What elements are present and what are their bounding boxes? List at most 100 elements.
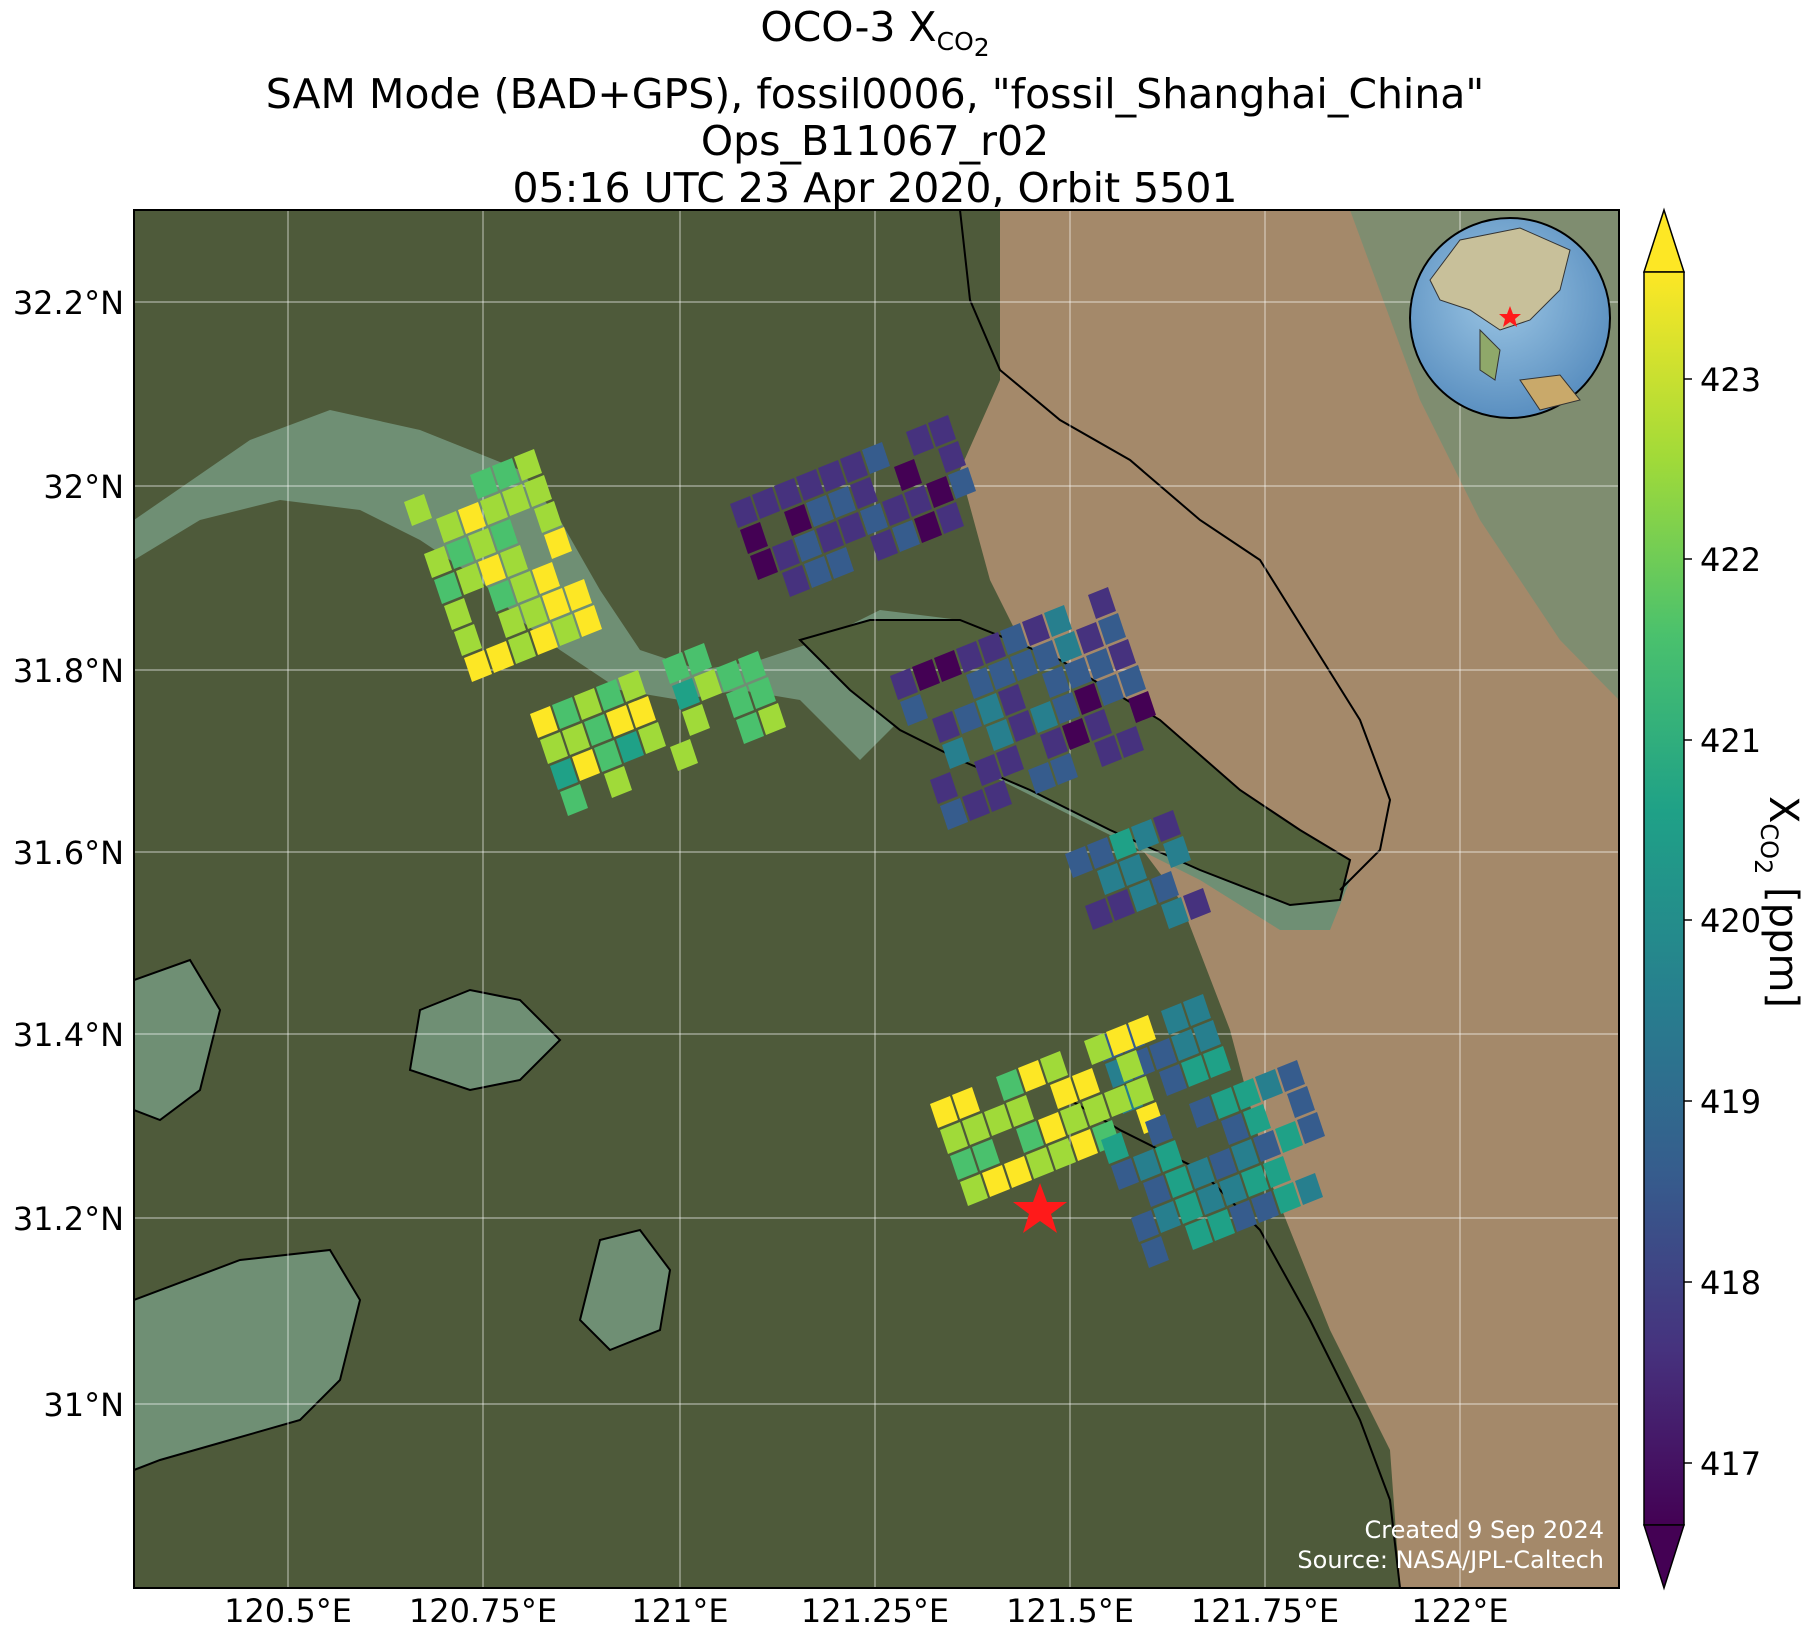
- xco2-footprint: [736, 712, 764, 744]
- xco2-footprint: [1263, 1156, 1291, 1188]
- xco2-footprint: [796, 469, 824, 501]
- xco2-footprint: [1233, 1078, 1261, 1110]
- xco2-footprint: [436, 511, 464, 543]
- xco2-footprint: [1097, 863, 1125, 895]
- xco2-footprint: [932, 711, 960, 743]
- xco2-footprint: [952, 1087, 980, 1119]
- xco2-footprint: [926, 476, 954, 508]
- xco2-footprint: [838, 512, 866, 544]
- xco2-footprint: [882, 494, 910, 526]
- xco2-footprint: [752, 487, 780, 519]
- xco2-footprint: [948, 467, 976, 499]
- xco2-footprint: [1018, 1060, 1046, 1092]
- xco2-footprint: [816, 521, 844, 553]
- xco2-footprint: [794, 530, 822, 562]
- xco2-footprint: [1165, 1166, 1193, 1198]
- lake-south: [134, 1248, 362, 1472]
- xco2-footprint: [446, 537, 474, 569]
- title-line-1: OCO-3 XCO2: [760, 3, 990, 63]
- xco2-footprint: [1161, 1003, 1189, 1035]
- lake-center: [408, 988, 562, 1092]
- xco2-footprint: [912, 659, 940, 691]
- colorbar-tick: 418: [1700, 1264, 1761, 1302]
- xco2-footprint: [984, 1104, 1012, 1136]
- colorbar-tick: 420: [1700, 902, 1761, 940]
- xco2-footprint: [606, 705, 634, 737]
- colorbar-gradient: [1643, 271, 1685, 1526]
- xco2-footprint: [1209, 1148, 1237, 1180]
- xco2-footprint: [1088, 587, 1116, 619]
- xco2-footprint: [616, 731, 644, 763]
- xco2-footprint: [828, 486, 856, 518]
- xco2-footprint: [544, 527, 572, 559]
- xco2-footprint: [498, 606, 526, 638]
- lon-tick: 120.75°E: [409, 1592, 557, 1630]
- xco2-footprint: [1159, 1064, 1187, 1096]
- xco2-footprint: [774, 478, 802, 510]
- xco2-footprint: [1193, 1020, 1221, 1052]
- xco2-footprint: [1016, 1121, 1044, 1153]
- xco2-footprint: [1084, 709, 1112, 741]
- xco2-footprint: [1072, 1068, 1100, 1100]
- xco2-footprint: [1050, 1077, 1078, 1109]
- xco2-footprint: [996, 745, 1024, 777]
- lon-tick: 121.75°E: [1191, 1592, 1339, 1630]
- xco2-footprint: [1054, 631, 1082, 663]
- xco2-footprint: [1094, 735, 1122, 767]
- xco2-footprint: [1064, 657, 1092, 689]
- xco2-footprint: [1287, 1086, 1315, 1118]
- xco2-footprint: [1275, 1121, 1303, 1153]
- xco2-footprint: [1026, 1147, 1054, 1179]
- xco2-footprint: [492, 458, 520, 490]
- xco2-footprint: [730, 496, 758, 528]
- xco2-footprint: [694, 669, 722, 701]
- xco2-footprint: [1229, 1200, 1257, 1232]
- xco2-footprint: [988, 658, 1016, 690]
- xco2-footprint: [966, 667, 994, 699]
- xco2-footprint: [914, 511, 942, 543]
- xco2-footprint: [1151, 871, 1179, 903]
- xco2-footprint: [818, 460, 846, 492]
- xco2-footprint: [1203, 1046, 1231, 1078]
- xco2-footprint: [984, 780, 1012, 812]
- xco2-footprint: [1065, 846, 1093, 878]
- xco2-footprint: [1087, 837, 1115, 869]
- lat-tick: 31.8°N: [13, 652, 124, 690]
- xco2-footprint: [1004, 1156, 1032, 1188]
- xco2-footprint: [1044, 605, 1072, 637]
- coastline: [959, 210, 1401, 1588]
- xco2-footprint: [1085, 898, 1113, 930]
- xco2-footprint: [1104, 1085, 1132, 1117]
- xco2-footprint: [784, 504, 812, 536]
- xco2-footprint: [1107, 889, 1135, 921]
- xco2-footprint: [1133, 1149, 1161, 1181]
- xco2-footprint: [530, 623, 558, 655]
- colorbar-label: XCO2 [ppm]: [1749, 796, 1806, 1009]
- xco2-footprint: [1118, 665, 1146, 697]
- xco2-footprint: [628, 696, 656, 728]
- lat-tick: 31.2°N: [13, 1200, 124, 1238]
- xco2-footprint: [1000, 623, 1028, 655]
- xco2-footprint: [604, 766, 632, 798]
- xco2-footprint: [1116, 1050, 1144, 1082]
- xco2-footprint: [928, 415, 956, 447]
- title-line-2: SAM Mode (BAD+GPS), fossil0006, "fossil_…: [265, 70, 1485, 119]
- xco2-footprint: [772, 539, 800, 571]
- xco2-footprint: [1022, 614, 1050, 646]
- xco2-footprint: [468, 528, 496, 560]
- xco2-footprint: [1171, 1029, 1199, 1061]
- xco2-footprint: [962, 1113, 990, 1145]
- lake-dianshan: [578, 1228, 672, 1352]
- xco2-footprint: [490, 519, 518, 551]
- xco2-footprint: [1108, 639, 1136, 671]
- xco2-footprint: [892, 520, 920, 552]
- xco2-footprint: [862, 442, 890, 474]
- xco2-footprint: [456, 563, 484, 595]
- xco2-footprint: [510, 571, 538, 603]
- xco2-footprint: [942, 737, 970, 769]
- xco2-footprint: [1076, 622, 1104, 654]
- xco2-footprint: [444, 598, 472, 630]
- xco2-footprint: [972, 1139, 1000, 1171]
- xco2-footprint: [1111, 1158, 1139, 1190]
- xco2-footprint: [550, 758, 578, 790]
